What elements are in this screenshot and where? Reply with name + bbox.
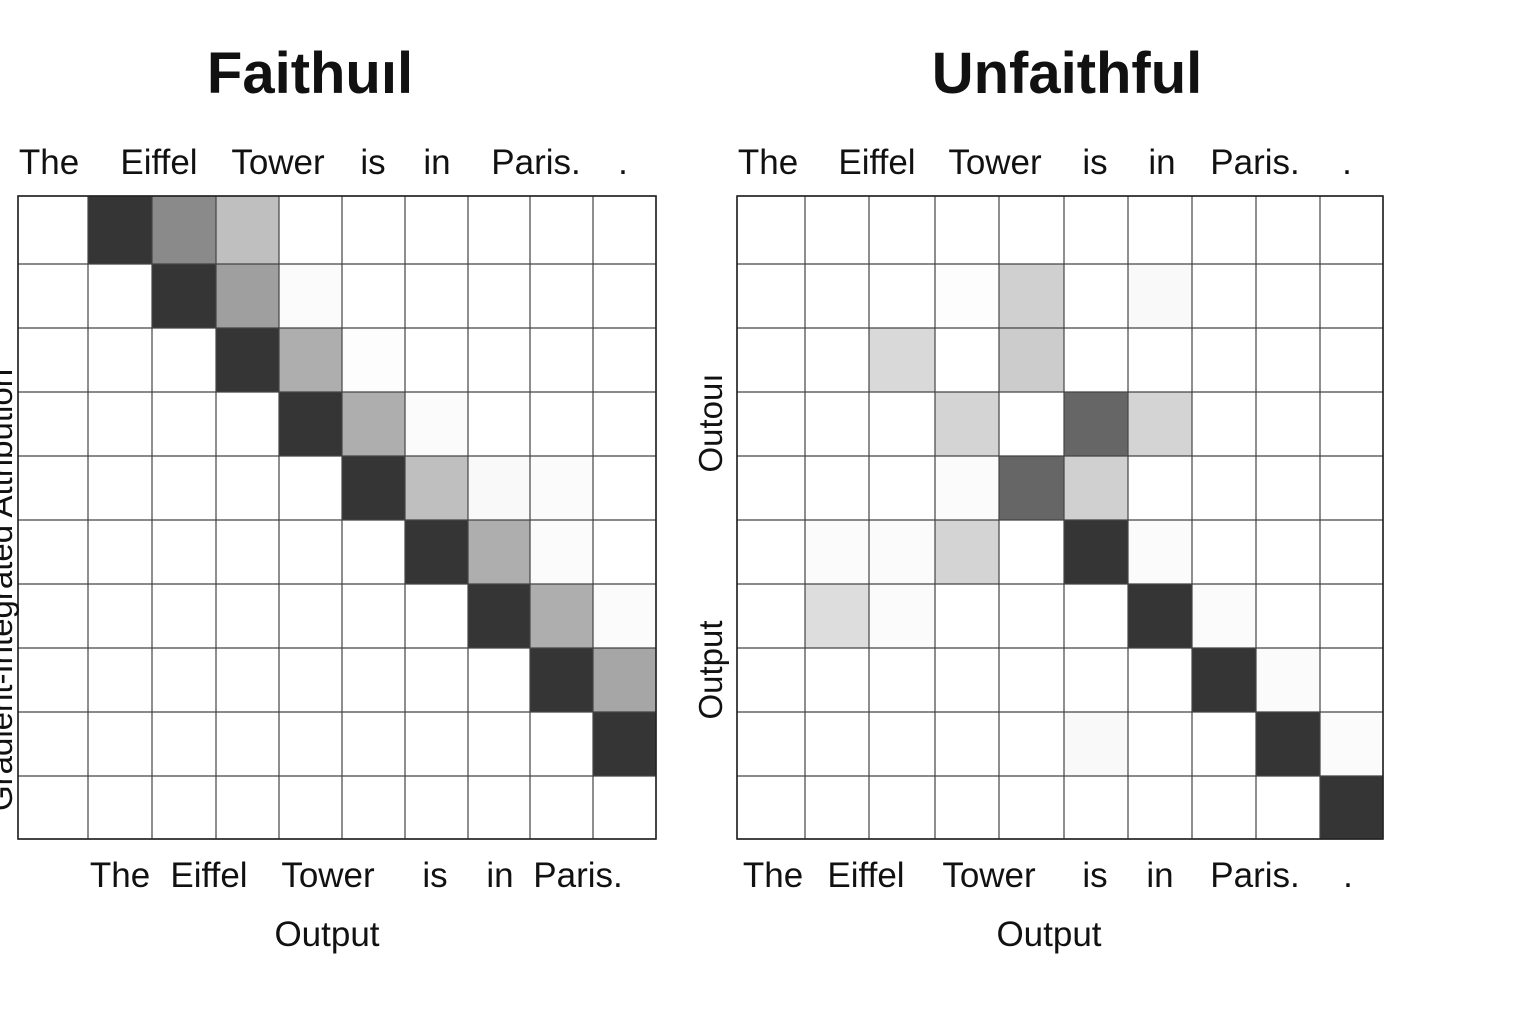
- heatmap-cell: [152, 264, 216, 328]
- heatmap-cell: [530, 648, 593, 712]
- heatmap-cell: [342, 392, 405, 456]
- top-tick-label: The: [19, 143, 79, 182]
- heatmap-cell: [216, 264, 279, 328]
- bottom-tick-label: Tower: [281, 856, 375, 895]
- heatmap-cell: [468, 456, 530, 520]
- heatmap-cell: [216, 328, 279, 392]
- bottom-tick-label: Paris.: [1210, 856, 1299, 895]
- heatmap-cell: [279, 392, 342, 456]
- top-tick-label: in: [423, 143, 450, 182]
- bottom-tick-label: Eiffel: [827, 856, 904, 895]
- bottom-tick-label: The: [743, 856, 803, 895]
- y-axis-label: Gradient-Integrated Attribution: [0, 369, 19, 811]
- bottom-tick-label: Paris.: [533, 856, 622, 895]
- heatmap-cell: [999, 456, 1064, 520]
- heatmap-cell: [530, 584, 593, 648]
- bottom-tick-label: The: [90, 856, 150, 895]
- heatmap-cell: [593, 712, 656, 776]
- top-tick-label: Eiffel: [120, 143, 197, 182]
- bottom-tick-label: is: [422, 856, 447, 895]
- top-tick-label: Eiffel: [838, 143, 915, 182]
- y-axis-label-secondary: Outouı: [692, 373, 729, 472]
- heatmap-cell: [593, 584, 656, 648]
- heatmap-cell: [935, 264, 999, 328]
- heatmap-cell: [468, 520, 530, 584]
- heatmap-frame: [736, 195, 1384, 840]
- bottom-tick-label: Tower: [942, 856, 1036, 895]
- bottom-tick-label: .: [1343, 856, 1353, 895]
- heatmap-cell: [869, 520, 935, 584]
- heatmap-cell: [999, 328, 1064, 392]
- heatmap-cell: [468, 584, 530, 648]
- heatmap-cell: [1128, 264, 1192, 328]
- top-tick-label: is: [1082, 143, 1107, 182]
- heatmap-cell: [1064, 456, 1128, 520]
- heatmap-cell: [1064, 712, 1128, 776]
- bottom-tick-label: in: [486, 856, 513, 895]
- heatmap-cell: [1192, 584, 1256, 648]
- bottom-tick-label: in: [1146, 856, 1173, 895]
- heatmap-cell: [405, 456, 468, 520]
- heatmap-cell: [405, 392, 468, 456]
- heatmap-cell: [935, 392, 999, 456]
- x-axis-label: Output: [274, 915, 379, 954]
- top-tick-label: is: [360, 143, 385, 182]
- top-tick-label: The: [738, 143, 798, 182]
- top-tick-label: in: [1148, 143, 1175, 182]
- heatmap-cell: [1320, 712, 1383, 776]
- heatmap-cell: [1128, 520, 1192, 584]
- heatmap-cell: [935, 456, 999, 520]
- chart-title: Unfaithful: [932, 41, 1203, 106]
- heatmap-cell: [1128, 392, 1192, 456]
- heatmap-cell: [405, 520, 468, 584]
- heatmap-cell: [1064, 392, 1128, 456]
- bottom-tick-label: Eiffel: [170, 856, 247, 895]
- heatmap-cell: [1128, 584, 1192, 648]
- top-tick-label: Paris.: [491, 143, 580, 182]
- heatmap-cell: [530, 456, 593, 520]
- heatmap-frame: [17, 195, 657, 840]
- heatmap-cell: [342, 456, 405, 520]
- x-axis-label: Output: [996, 915, 1101, 954]
- top-tick-label: Paris.: [1210, 143, 1299, 182]
- heatmap-cell: [1256, 712, 1320, 776]
- heatmap-cell: [935, 520, 999, 584]
- heatmap-cell: [1320, 776, 1383, 839]
- heatmap-cell: [342, 328, 405, 392]
- chart-title: Faithuıl: [207, 41, 413, 106]
- heatmap-cell: [805, 520, 869, 584]
- heatmap-cell: [1064, 520, 1128, 584]
- heatmap-cell: [593, 648, 656, 712]
- top-tick-label: .: [1342, 143, 1352, 182]
- heatmap-cell: [1192, 648, 1256, 712]
- heatmap-cell: [216, 196, 279, 264]
- top-tick-label: Tower: [231, 143, 325, 182]
- top-tick-label: Tower: [948, 143, 1042, 182]
- heatmap-cell: [1256, 648, 1320, 712]
- bottom-tick-label: is: [1082, 856, 1107, 895]
- heatmap-cell: [152, 196, 216, 264]
- top-tick-label: .: [618, 143, 628, 182]
- heatmap-cell: [530, 520, 593, 584]
- heatmap-cell: [869, 584, 935, 648]
- y-axis-label: Output: [692, 620, 729, 719]
- heatmap-cell: [279, 264, 342, 328]
- heatmap-cell: [805, 584, 869, 648]
- heatmap-cell: [999, 264, 1064, 328]
- heatmap-cell: [279, 328, 342, 392]
- heatmap-cell: [869, 328, 935, 392]
- heatmap-cell: [88, 196, 152, 264]
